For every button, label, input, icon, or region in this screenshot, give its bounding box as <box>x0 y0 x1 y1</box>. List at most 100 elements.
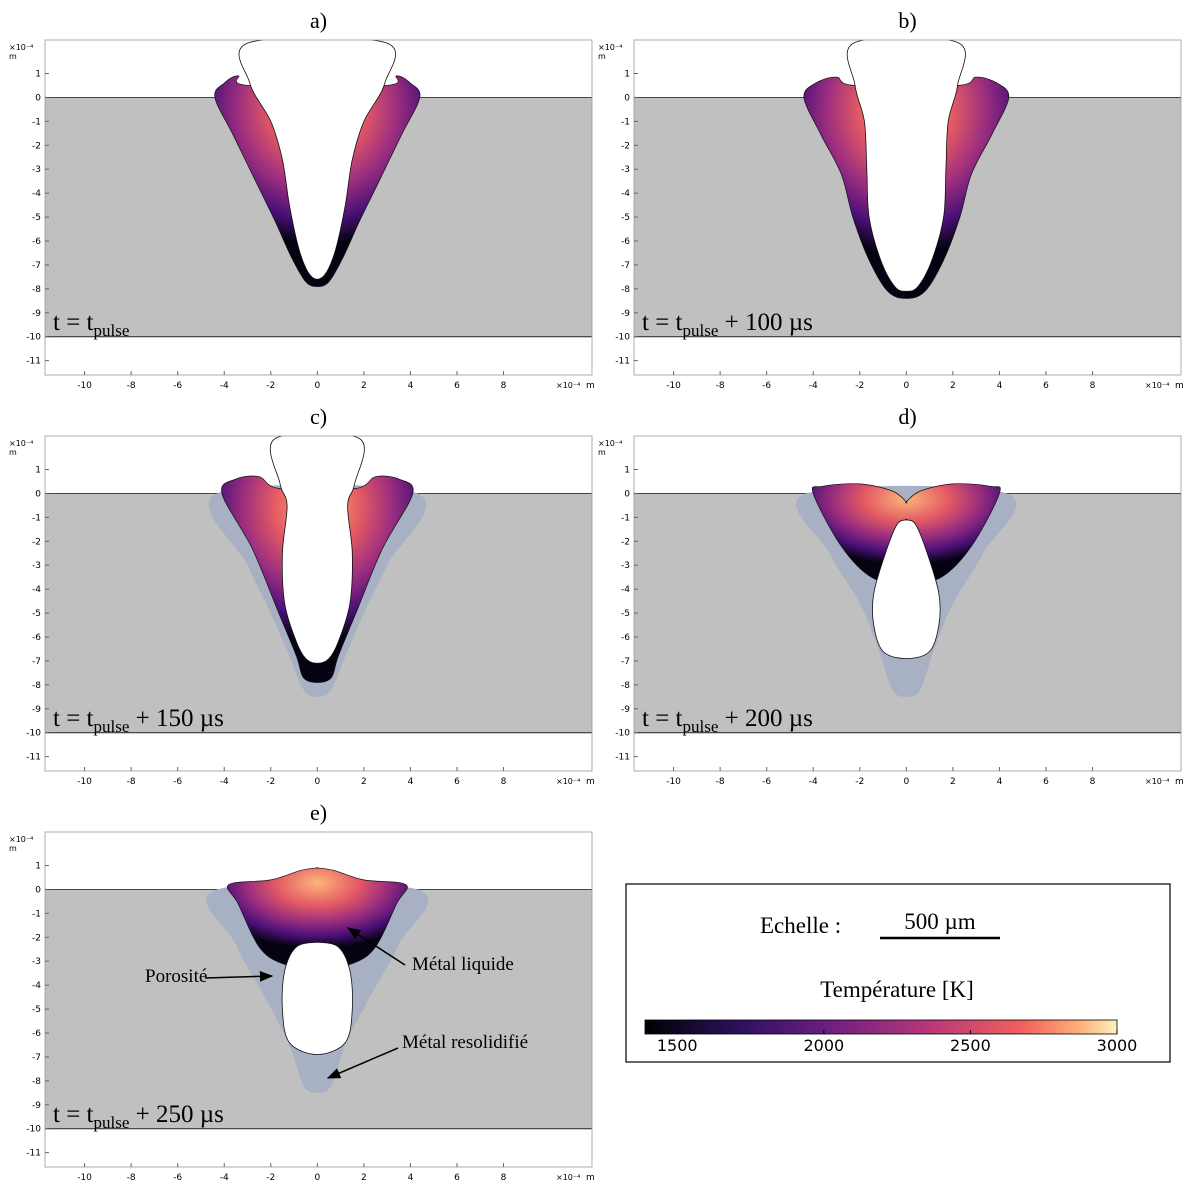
y-tick-label: -10 <box>615 333 630 343</box>
x-tick-label: 8 <box>1090 777 1096 787</box>
porosity <box>846 40 966 292</box>
time-sub: pulse <box>94 1113 130 1132</box>
liquid-metal <box>227 867 408 969</box>
x-tick-label: 6 <box>1043 381 1049 391</box>
plot-frame <box>633 435 1182 772</box>
time-sub: pulse <box>94 321 130 340</box>
x-tick-label: 8 <box>501 1173 507 1183</box>
scale-label: Echelle : <box>760 913 841 938</box>
scale-value: 500 µm <box>904 909 976 934</box>
y-tick-label: -4 <box>32 585 41 595</box>
y-tick-label: -9 <box>32 705 41 715</box>
y-tick-label: -3 <box>621 165 630 175</box>
time-main: t = t <box>53 705 94 732</box>
x-tick-label: 6 <box>454 1173 460 1183</box>
x-exponent: ×10⁻⁴ <box>1145 381 1169 390</box>
panel: b)-10 -8 -6 -4 -2 0 2 4 6 810-1-2-3-4-5-6-7-8-9-1… <box>598 8 1184 391</box>
y-tick-label: -8 <box>32 681 41 691</box>
x-tick-label: -2 <box>266 381 275 391</box>
x-tick-label: -2 <box>266 777 275 787</box>
x-tick-label: 0 <box>903 777 909 787</box>
time-rest: + 150 µs <box>129 705 223 732</box>
x-tick-label: 6 <box>1043 777 1049 787</box>
time-label: t = tpulse <box>53 309 129 340</box>
y-tick-label: -4 <box>32 981 41 991</box>
x-tick-label: 4 <box>997 777 1003 787</box>
y-tick-label: -11 <box>615 357 630 367</box>
plot-frame <box>633 39 1182 376</box>
x-tick-label: 4 <box>408 1173 414 1183</box>
panel-label: d) <box>898 404 916 429</box>
panel: a)-10 -8 -6 -4 -2 0 2 4 6 810-1-2-3-4-5-6-7-8-9-1… <box>9 8 595 391</box>
y-tick-label: -5 <box>32 1005 41 1015</box>
x-unit: m <box>1175 777 1184 787</box>
panel: d)-10 -8 -6 -4 -2 0 2 4 6 810-1-2-3-4-5-6-7-8-9-1… <box>598 404 1184 787</box>
x-tick-label: -4 <box>220 1173 229 1183</box>
y-tick-label: 0 <box>35 93 41 103</box>
y-tick-label: 1 <box>35 70 41 80</box>
x-tick-label: -10 <box>666 777 681 787</box>
y-tick-label: 1 <box>624 466 630 476</box>
x-tick-label: 4 <box>997 381 1003 391</box>
y-tick-label: -7 <box>32 261 41 271</box>
y-tick-label: -11 <box>26 357 41 367</box>
x-tick-label: -6 <box>762 777 771 787</box>
x-exponent: ×10⁻⁴ <box>1145 777 1169 786</box>
panel-label: c) <box>310 404 327 429</box>
y-tick-label: -6 <box>32 633 41 643</box>
y-tick-label: 1 <box>35 466 41 476</box>
x-tick-label: -4 <box>220 777 229 787</box>
colorbar-title: Température [K] <box>820 977 974 1002</box>
y-tick-label: -7 <box>32 1053 41 1063</box>
x-tick-label: -8 <box>127 381 136 391</box>
colorbar-tick-label: 2000 <box>803 1036 844 1055</box>
x-exponent: ×10⁻⁴ <box>556 381 580 390</box>
x-tick-label: 4 <box>408 777 414 787</box>
porosity <box>238 40 396 280</box>
x-exponent: ×10⁻⁴ <box>556 1173 580 1182</box>
time-label: t = tpulse + 150 µs <box>53 705 224 736</box>
time-label: t = tpulse + 250 µs <box>53 1101 224 1132</box>
y-tick-label: -7 <box>621 261 630 271</box>
x-tick-label: 0 <box>903 381 909 391</box>
y-unit: m <box>9 844 17 853</box>
y-tick-label: -3 <box>32 957 41 967</box>
panel-label: b) <box>898 8 916 33</box>
y-exponent: ×10⁻⁴ <box>9 439 33 448</box>
x-tick-label: -10 <box>77 777 92 787</box>
x-tick-label: 0 <box>314 381 320 391</box>
time-sub: pulse <box>683 717 719 736</box>
x-unit: m <box>586 777 595 787</box>
plot-content <box>634 483 1181 734</box>
porosity <box>281 941 353 1055</box>
x-tick-label: -4 <box>809 777 818 787</box>
plot-content <box>45 40 592 338</box>
annotation: Métal liquide <box>412 954 514 975</box>
x-tick-label: 2 <box>950 777 956 787</box>
plot-frame <box>44 831 593 1168</box>
x-tick-label: -4 <box>809 381 818 391</box>
x-unit: m <box>586 381 595 391</box>
x-tick-label: -8 <box>127 1173 136 1183</box>
y-tick-label: -1 <box>32 513 41 523</box>
y-tick-label: -10 <box>26 333 41 343</box>
x-tick-label: -10 <box>77 1173 92 1183</box>
x-tick-label: -6 <box>173 777 182 787</box>
plot-content <box>45 436 592 734</box>
y-tick-label: 1 <box>624 70 630 80</box>
y-tick-label: 0 <box>624 93 630 103</box>
annotation-arrow <box>204 970 274 982</box>
x-tick-label: 6 <box>454 381 460 391</box>
x-tick-label: -6 <box>173 381 182 391</box>
porosity <box>269 436 365 664</box>
y-tick-label: -5 <box>32 609 41 619</box>
y-tick-label: -11 <box>26 1149 41 1159</box>
y-tick-label: -9 <box>621 705 630 715</box>
panel: c)-10 -8 -6 -4 -2 0 2 4 6 810-1-2-3-4-5-6-7-8-9-1… <box>9 404 595 787</box>
time-main: t = t <box>53 1101 94 1128</box>
y-tick-label: 0 <box>35 885 41 895</box>
y-exponent: ×10⁻⁴ <box>598 439 622 448</box>
x-tick-label: -8 <box>716 777 725 787</box>
x-tick-label: -2 <box>266 1173 275 1183</box>
x-tick-label: -2 <box>855 777 864 787</box>
